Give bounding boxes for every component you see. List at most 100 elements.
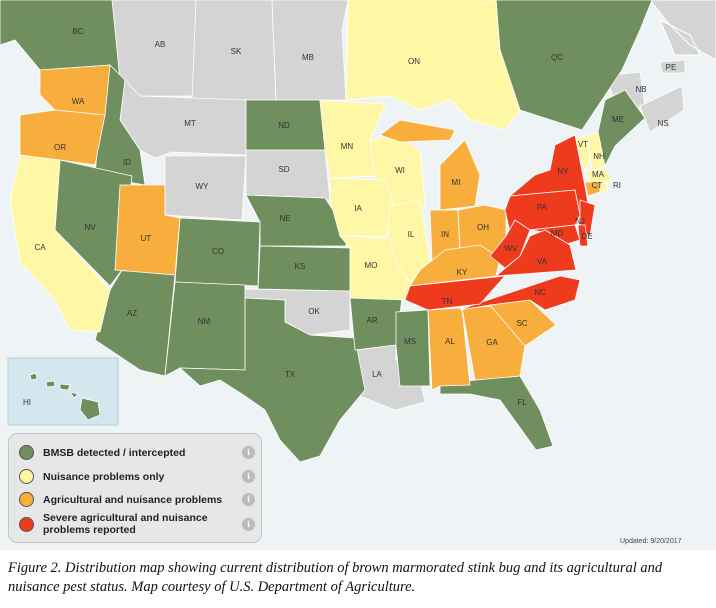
region-shape [395, 309, 431, 387]
region-label: WA [72, 97, 85, 106]
legend-item: BMSB detected / intercepted i [19, 445, 255, 460]
region-label: IL [408, 230, 415, 239]
region-label: CO [212, 247, 224, 256]
legend-label: Nuisance problems only [43, 470, 165, 483]
region-label: IA [354, 204, 362, 213]
region-label: SC [516, 319, 527, 328]
region-label: ND [278, 121, 290, 130]
region-label: SK [231, 47, 242, 56]
region-label: QC [551, 53, 563, 62]
region-label: OR [54, 143, 66, 152]
region-label: UT [141, 234, 152, 243]
region-shape [9, 154, 111, 333]
legend-item: Agricultural and nuisance problems i [19, 492, 255, 507]
legend-swatch [19, 445, 34, 460]
region-label: CT [592, 181, 603, 190]
region-label: ME [612, 115, 624, 124]
region-label: HI [23, 398, 31, 407]
region-label: MS [404, 337, 416, 346]
region-label: MN [341, 142, 354, 151]
legend-item: Severe agricultural and nuisance problem… [19, 512, 255, 536]
land-outline [649, 0, 716, 61]
region-label: PE [666, 63, 677, 72]
region-shape [574, 134, 591, 174]
info-icon[interactable]: i [242, 517, 255, 531]
region-label: AZ [127, 309, 137, 318]
region-label: ID [123, 158, 131, 167]
caption: Figure 2. Distribution map showing curre… [8, 560, 663, 595]
region-shape [587, 131, 606, 171]
region-label: AL [445, 337, 455, 346]
region-label: WY [196, 182, 210, 191]
region-label: BC [72, 27, 83, 36]
region-shape [19, 109, 106, 166]
region-label: ON [408, 57, 420, 66]
region-label: SD [278, 165, 289, 174]
region-label: AR [366, 316, 377, 325]
region-shape [639, 85, 685, 133]
region-shape [459, 275, 581, 311]
region-shape [345, 0, 521, 131]
region-label: NS [657, 119, 668, 128]
info-icon[interactable]: i [242, 446, 255, 459]
region-shape [427, 307, 471, 391]
region-label: CA [34, 243, 46, 252]
region-shape [494, 229, 577, 277]
region-label: NJ [575, 217, 585, 226]
region-label: MB [302, 53, 314, 62]
legend: BMSB detected / intercepted i Nuisance pr… [8, 433, 262, 543]
region-shape [584, 167, 613, 183]
region-label: NH [593, 152, 605, 161]
legend-label: Severe agricultural and nuisance problem… [43, 512, 208, 536]
region-shape [659, 59, 686, 74]
region-label: RI [613, 181, 621, 190]
legend-label: Agricultural and nuisance problems [43, 493, 223, 506]
region-label: NY [557, 167, 569, 176]
map: AB SK MB MT WY SD OK LA NB NS PE BC QC ND ID NV NE CO KS AZ… [0, 0, 716, 550]
region-label: NC [534, 288, 546, 297]
region-label: NV [84, 223, 96, 232]
region-label: VT [578, 140, 588, 149]
legend-label: BMSB detected / intercepted [43, 446, 186, 459]
region-shape [584, 181, 601, 197]
region-label: MI [452, 178, 461, 187]
region-shape [164, 281, 246, 377]
region-shape [404, 275, 506, 311]
region-shape [271, 0, 349, 101]
info-icon[interactable]: i [242, 493, 255, 506]
legend-swatch [19, 469, 34, 484]
region-shape [245, 149, 331, 201]
region-label: TX [285, 370, 296, 379]
region-label: OK [308, 307, 320, 316]
region-shape [329, 177, 396, 237]
region-label: PA [537, 203, 548, 212]
hawaii-inset [7, 357, 119, 426]
region-label: LA [372, 370, 382, 379]
info-icon[interactable]: i [242, 470, 255, 483]
region-label: FL [517, 398, 527, 407]
region-label: KY [457, 268, 468, 277]
region-label: IN [441, 230, 449, 239]
region-label: WV [505, 244, 519, 253]
region-shape [379, 119, 481, 211]
region-shape [577, 224, 589, 247]
legend-swatch [19, 492, 34, 507]
region-shape [178, 297, 366, 463]
region-label: MO [365, 261, 378, 270]
region-label: GA [486, 338, 498, 347]
region-label: MD [551, 229, 564, 238]
legend-item: Nuisance problems only i [19, 469, 255, 484]
region-label: NE [279, 214, 290, 223]
region-shape [29, 372, 101, 421]
region-label: AB [155, 40, 166, 49]
region-label: DE [581, 232, 592, 241]
region-label: NB [635, 85, 646, 94]
region-label: MA [592, 170, 605, 179]
region-label: KS [295, 262, 306, 271]
legend-swatch [19, 516, 34, 532]
region-label: VA [537, 257, 548, 266]
region-label: MT [184, 119, 196, 128]
region-label: WI [395, 166, 405, 175]
region-label: OH [477, 223, 489, 232]
